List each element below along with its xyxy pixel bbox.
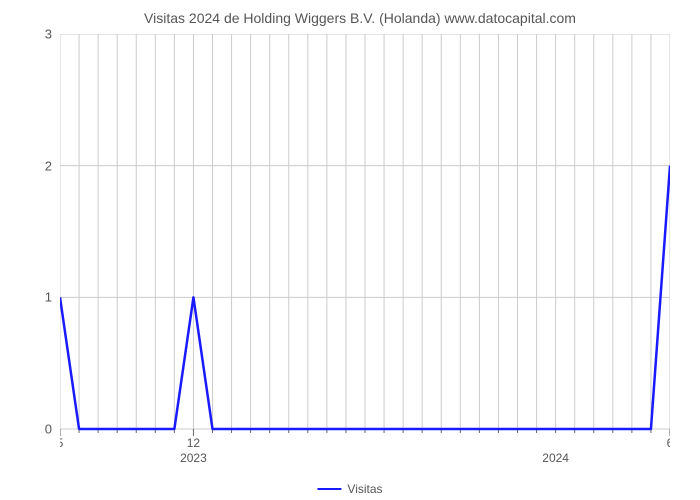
svg-text:12: 12 [187,436,201,450]
y-tick-label: 1 [45,290,52,305]
svg-text:2024: 2024 [542,451,569,465]
chart-title: Visitas 2024 de Holding Wiggers B.V. (Ho… [40,10,680,26]
legend-line [317,488,341,490]
svg-text:2023: 2023 [180,451,207,465]
legend-label: Visitas [347,482,382,496]
legend: Visitas [317,482,382,496]
y-tick-label: 0 [45,422,52,437]
svg-text:6: 6 [667,436,670,450]
y-tick-label: 3 [45,27,52,42]
chart-container: Visitas 2024 de Holding Wiggers B.V. (Ho… [40,10,680,460]
y-tick-label: 2 [45,158,52,173]
plot-area: 512620232024 0123 [60,34,670,429]
svg-text:5: 5 [60,436,64,450]
chart-svg: 5 12 6 2023 2024 [60,34,670,469]
